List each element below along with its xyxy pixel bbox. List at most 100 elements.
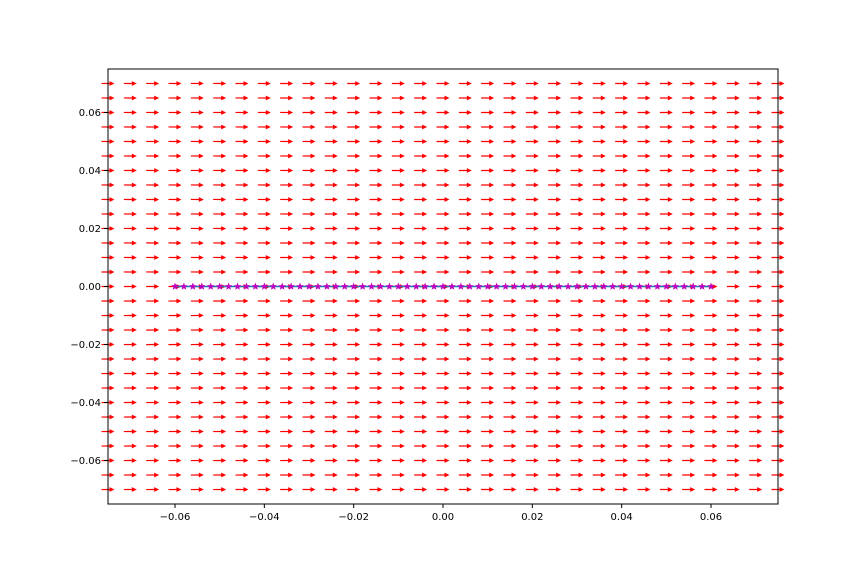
vector-arrow: [213, 400, 227, 405]
vector-arrow: [548, 443, 562, 449]
vector-arrow: [592, 443, 606, 449]
vector-arrow: [190, 400, 204, 405]
vector-arrow: [123, 255, 137, 260]
vector-arrow: [369, 385, 383, 391]
vector-arrow: [503, 95, 517, 101]
vector-arrow: [570, 385, 584, 391]
vector-arrow: [458, 472, 472, 478]
vector-arrow: [347, 124, 361, 130]
vector-arrow: [615, 197, 629, 202]
vector-arrow: [749, 95, 763, 101]
vector-arrow: [726, 298, 740, 304]
star-marker: [582, 282, 590, 290]
vector-arrow: [659, 211, 673, 217]
x-tick-label: 0.04: [611, 512, 633, 523]
vector-arrow: [280, 443, 294, 449]
vector-arrow: [369, 458, 383, 463]
vector-arrow: [503, 211, 517, 217]
vector-arrow: [347, 110, 361, 115]
vector-arrow: [458, 327, 472, 333]
vector-arrow: [659, 139, 673, 144]
vector-arrow: [391, 153, 405, 159]
vector-arrow: [570, 226, 584, 231]
vector-arrow: [592, 95, 606, 101]
vector-arrow: [235, 95, 249, 101]
star-marker: [251, 282, 260, 290]
vector-arrow: [235, 124, 249, 130]
star-marker: [689, 282, 697, 290]
vector-arrow: [168, 197, 182, 202]
vector-arrow: [726, 400, 740, 405]
vector-arrow: [592, 81, 606, 86]
vector-arrow: [190, 429, 204, 434]
vector-arrow: [525, 385, 539, 391]
vector-arrow: [615, 342, 629, 347]
vector-arrow: [324, 298, 338, 304]
vector-arrow: [146, 487, 160, 492]
vector-arrow: [257, 400, 271, 405]
vector-arrow: [704, 472, 718, 478]
vector-arrow: [659, 240, 673, 246]
vector-arrow: [481, 371, 495, 376]
vector-arrow: [503, 327, 517, 333]
vector-field: [101, 81, 785, 492]
vector-arrow: [369, 153, 383, 159]
y-tick-label: 0.00: [79, 282, 101, 293]
vector-arrow: [592, 371, 606, 376]
vector-arrow: [257, 182, 271, 188]
vector-arrow: [525, 414, 539, 420]
vector-arrow: [190, 385, 204, 391]
vector-arrow: [525, 226, 539, 231]
vector-arrow: [592, 298, 606, 304]
vector-arrow: [391, 313, 405, 318]
vector-arrow: [146, 400, 160, 405]
vector-arrow: [257, 429, 271, 434]
vector-arrow: [235, 269, 249, 275]
vector-arrow: [749, 371, 763, 376]
vector-arrow: [280, 269, 294, 275]
vector-arrow: [637, 153, 651, 159]
vector-arrow: [749, 429, 763, 434]
vector-arrow: [592, 269, 606, 275]
vector-arrow: [123, 124, 137, 130]
vector-arrow: [749, 313, 763, 318]
vector-arrow: [659, 472, 673, 478]
vector-arrow: [123, 197, 137, 202]
vector-arrow: [324, 124, 338, 130]
vector-arrow: [213, 487, 227, 492]
vector-arrow: [682, 472, 696, 478]
vector-arrow: [213, 168, 227, 173]
vector-arrow: [481, 385, 495, 391]
vector-arrow: [548, 197, 562, 202]
vector-arrow: [436, 211, 450, 217]
vector-arrow: [548, 110, 562, 115]
vector-arrow: [146, 327, 160, 333]
vector-arrow: [414, 153, 428, 159]
vector-arrow: [391, 81, 405, 86]
vector-arrow: [726, 284, 740, 289]
vector-arrow: [503, 472, 517, 478]
vector-arrow: [369, 429, 383, 434]
star-marker: [439, 282, 447, 290]
vector-arrow: [592, 124, 606, 130]
vector-arrow: [257, 124, 271, 130]
vector-arrow: [391, 226, 405, 231]
vector-arrow: [637, 124, 651, 130]
vector-arrow: [190, 269, 204, 275]
vector-arrow: [436, 400, 450, 405]
vector-arrow: [615, 414, 629, 420]
vector-arrow: [414, 226, 428, 231]
vector-arrow: [369, 472, 383, 478]
star-line: [171, 282, 715, 290]
vector-arrow: [235, 327, 249, 333]
vector-arrow: [592, 313, 606, 318]
vector-arrow: [481, 255, 495, 260]
vector-arrow: [659, 95, 673, 101]
vector-arrow: [436, 327, 450, 333]
vector-arrow: [726, 472, 740, 478]
vector-arrow: [503, 385, 517, 391]
vector-arrow: [391, 385, 405, 391]
vector-arrow: [391, 487, 405, 492]
vector-arrow: [168, 414, 182, 420]
vector-arrow: [168, 356, 182, 362]
